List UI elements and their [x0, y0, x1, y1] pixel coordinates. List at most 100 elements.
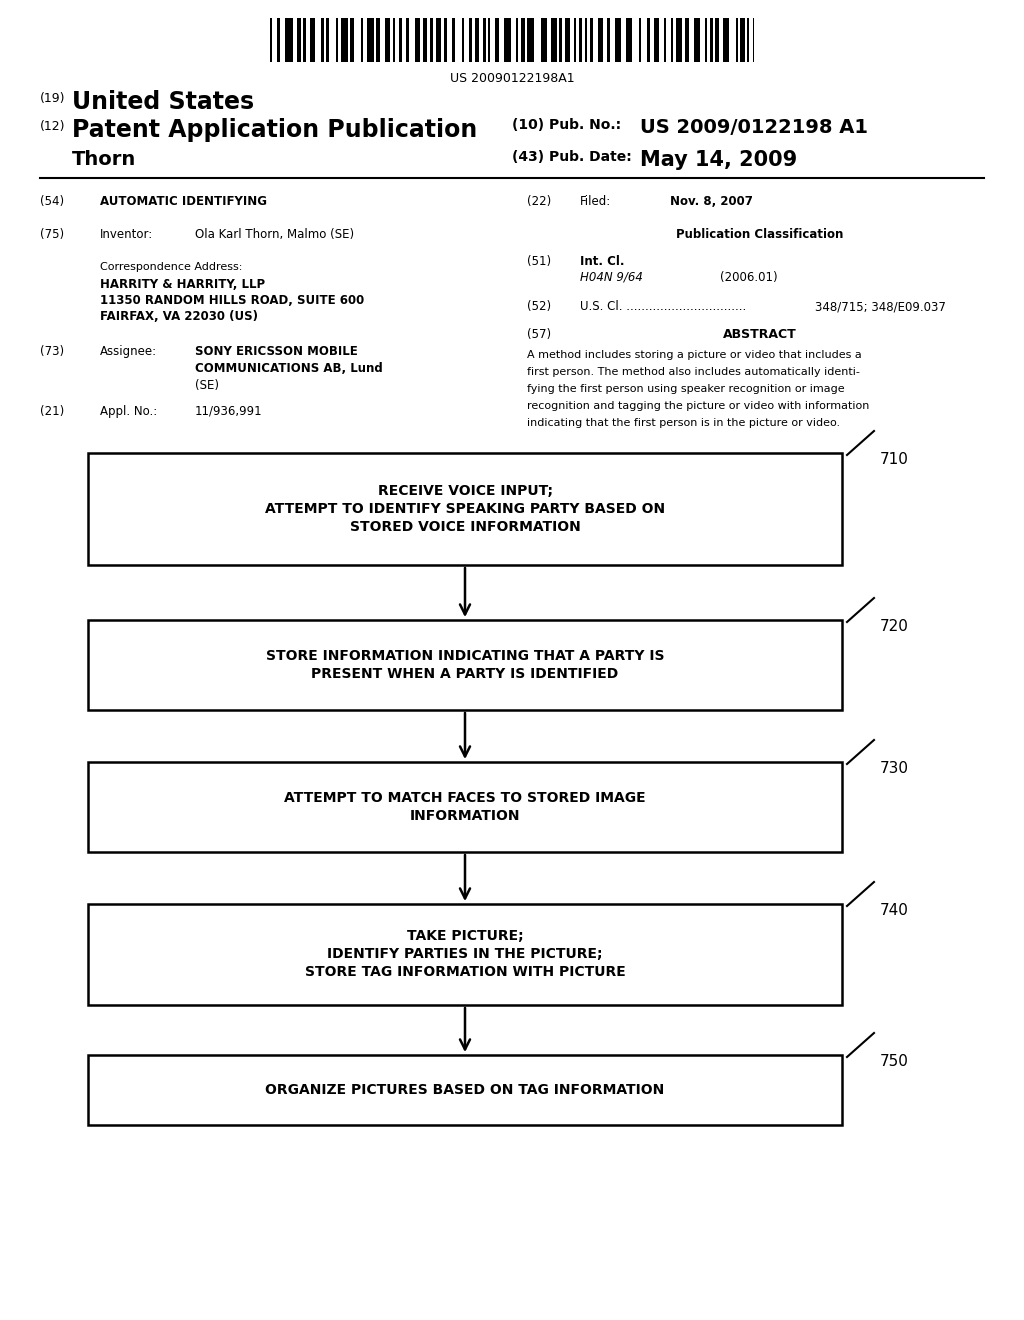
- Text: May 14, 2009: May 14, 2009: [640, 150, 798, 170]
- Bar: [297, 18, 301, 62]
- Text: first person. The method also includes automatically identi-: first person. The method also includes a…: [527, 367, 860, 378]
- Bar: [585, 18, 587, 62]
- Bar: [615, 18, 621, 62]
- Text: (10) Pub. No.:: (10) Pub. No.:: [512, 117, 622, 132]
- Text: Inventor:: Inventor:: [100, 228, 154, 242]
- Text: SONY ERICSSON MOBILE: SONY ERICSSON MOBILE: [195, 345, 357, 358]
- Text: U.S. Cl. ................................: U.S. Cl. ...............................…: [580, 300, 746, 313]
- Bar: [590, 18, 593, 62]
- Text: ATTEMPT TO MATCH FACES TO STORED IMAGE: ATTEMPT TO MATCH FACES TO STORED IMAGE: [285, 791, 646, 805]
- Text: COMMUNICATIONS AB, Lund: COMMUNICATIONS AB, Lund: [195, 362, 383, 375]
- Bar: [598, 18, 603, 62]
- Text: Appl. No.:: Appl. No.:: [100, 405, 158, 418]
- Bar: [376, 18, 380, 62]
- Bar: [654, 18, 659, 62]
- Bar: [736, 18, 738, 62]
- Bar: [694, 18, 700, 62]
- Text: 11350 RANDOM HILLS ROAD, SUITE 600: 11350 RANDOM HILLS ROAD, SUITE 600: [100, 294, 365, 308]
- Bar: [303, 18, 306, 62]
- Text: AUTOMATIC IDENTIFYING: AUTOMATIC IDENTIFYING: [100, 195, 267, 209]
- Text: INFORMATION: INFORMATION: [410, 809, 520, 822]
- Bar: [740, 18, 745, 62]
- Text: ABSTRACT: ABSTRACT: [723, 327, 797, 341]
- Bar: [746, 18, 749, 62]
- Bar: [278, 18, 280, 62]
- Text: ORGANIZE PICTURES BASED ON TAG INFORMATION: ORGANIZE PICTURES BASED ON TAG INFORMATI…: [265, 1082, 665, 1097]
- Bar: [88, 904, 842, 1005]
- Bar: [676, 18, 682, 62]
- Bar: [685, 18, 689, 62]
- Bar: [88, 620, 842, 710]
- Text: Nov. 8, 2007: Nov. 8, 2007: [670, 195, 753, 209]
- Text: STORED VOICE INFORMATION: STORED VOICE INFORMATION: [349, 520, 581, 535]
- Text: US 20090122198A1: US 20090122198A1: [450, 73, 574, 84]
- Bar: [336, 18, 338, 62]
- Bar: [626, 18, 632, 62]
- Text: 720: 720: [880, 619, 909, 634]
- Text: fying the first person using speaker recognition or image: fying the first person using speaker rec…: [527, 384, 845, 393]
- Text: (54): (54): [40, 195, 65, 209]
- Text: Publication Classification: Publication Classification: [676, 228, 844, 242]
- Bar: [350, 18, 354, 62]
- Bar: [406, 18, 409, 62]
- Bar: [504, 18, 511, 62]
- Bar: [285, 18, 293, 62]
- Text: recognition and tagging the picture or video with information: recognition and tagging the picture or v…: [527, 401, 869, 411]
- Text: indicating that the first person is in the picture or video.: indicating that the first person is in t…: [527, 418, 840, 428]
- Bar: [436, 18, 441, 62]
- Text: HARRITY & HARRITY, LLP: HARRITY & HARRITY, LLP: [100, 279, 265, 290]
- Text: Filed:: Filed:: [580, 195, 611, 209]
- Text: 348/715; 348/E09.037: 348/715; 348/E09.037: [815, 300, 946, 313]
- Text: 730: 730: [880, 762, 909, 776]
- Bar: [475, 18, 479, 62]
- Bar: [415, 18, 420, 62]
- Bar: [361, 18, 362, 62]
- Bar: [574, 18, 575, 62]
- Bar: [321, 18, 324, 62]
- Bar: [607, 18, 610, 62]
- Bar: [723, 18, 729, 62]
- Bar: [88, 1055, 842, 1125]
- Text: (22): (22): [527, 195, 551, 209]
- Bar: [495, 18, 499, 62]
- Bar: [452, 18, 455, 62]
- Text: A method includes storing a picture or video that includes a: A method includes storing a picture or v…: [527, 350, 862, 360]
- Text: PRESENT WHEN A PARTY IS IDENTIFIED: PRESENT WHEN A PARTY IS IDENTIFIED: [311, 667, 618, 681]
- Bar: [341, 18, 348, 62]
- Bar: [551, 18, 557, 62]
- Bar: [715, 18, 719, 62]
- Bar: [710, 18, 713, 62]
- Bar: [270, 18, 272, 62]
- Bar: [462, 18, 464, 62]
- Text: (2006.01): (2006.01): [720, 271, 777, 284]
- Text: (43) Pub. Date:: (43) Pub. Date:: [512, 150, 632, 164]
- Text: (51): (51): [527, 255, 551, 268]
- Text: 740: 740: [880, 903, 909, 917]
- Text: (21): (21): [40, 405, 65, 418]
- Text: (75): (75): [40, 228, 65, 242]
- Text: ATTEMPT TO IDENTIFY SPEAKING PARTY BASED ON: ATTEMPT TO IDENTIFY SPEAKING PARTY BASED…: [265, 502, 665, 516]
- Text: STORE INFORMATION INDICATING THAT A PARTY IS: STORE INFORMATION INDICATING THAT A PART…: [266, 649, 665, 663]
- Text: Int. Cl.: Int. Cl.: [580, 255, 625, 268]
- Bar: [705, 18, 707, 62]
- Bar: [516, 18, 518, 62]
- Text: Correspondence Address:: Correspondence Address:: [100, 261, 243, 272]
- Bar: [527, 18, 534, 62]
- Bar: [565, 18, 570, 62]
- Bar: [521, 18, 525, 62]
- Text: 710: 710: [880, 451, 909, 467]
- Bar: [444, 18, 447, 62]
- Text: FAIRFAX, VA 22030 (US): FAIRFAX, VA 22030 (US): [100, 310, 258, 323]
- Text: RECEIVE VOICE INPUT;: RECEIVE VOICE INPUT;: [378, 484, 553, 498]
- Bar: [469, 18, 472, 62]
- Bar: [488, 18, 490, 62]
- Text: Assignee:: Assignee:: [100, 345, 157, 358]
- Bar: [399, 18, 402, 62]
- Bar: [393, 18, 395, 62]
- Bar: [310, 18, 315, 62]
- Text: United States: United States: [72, 90, 254, 114]
- Bar: [367, 18, 374, 62]
- Bar: [385, 18, 390, 62]
- Text: Ola Karl Thorn, Malmo (SE): Ola Karl Thorn, Malmo (SE): [195, 228, 354, 242]
- Text: (SE): (SE): [195, 379, 219, 392]
